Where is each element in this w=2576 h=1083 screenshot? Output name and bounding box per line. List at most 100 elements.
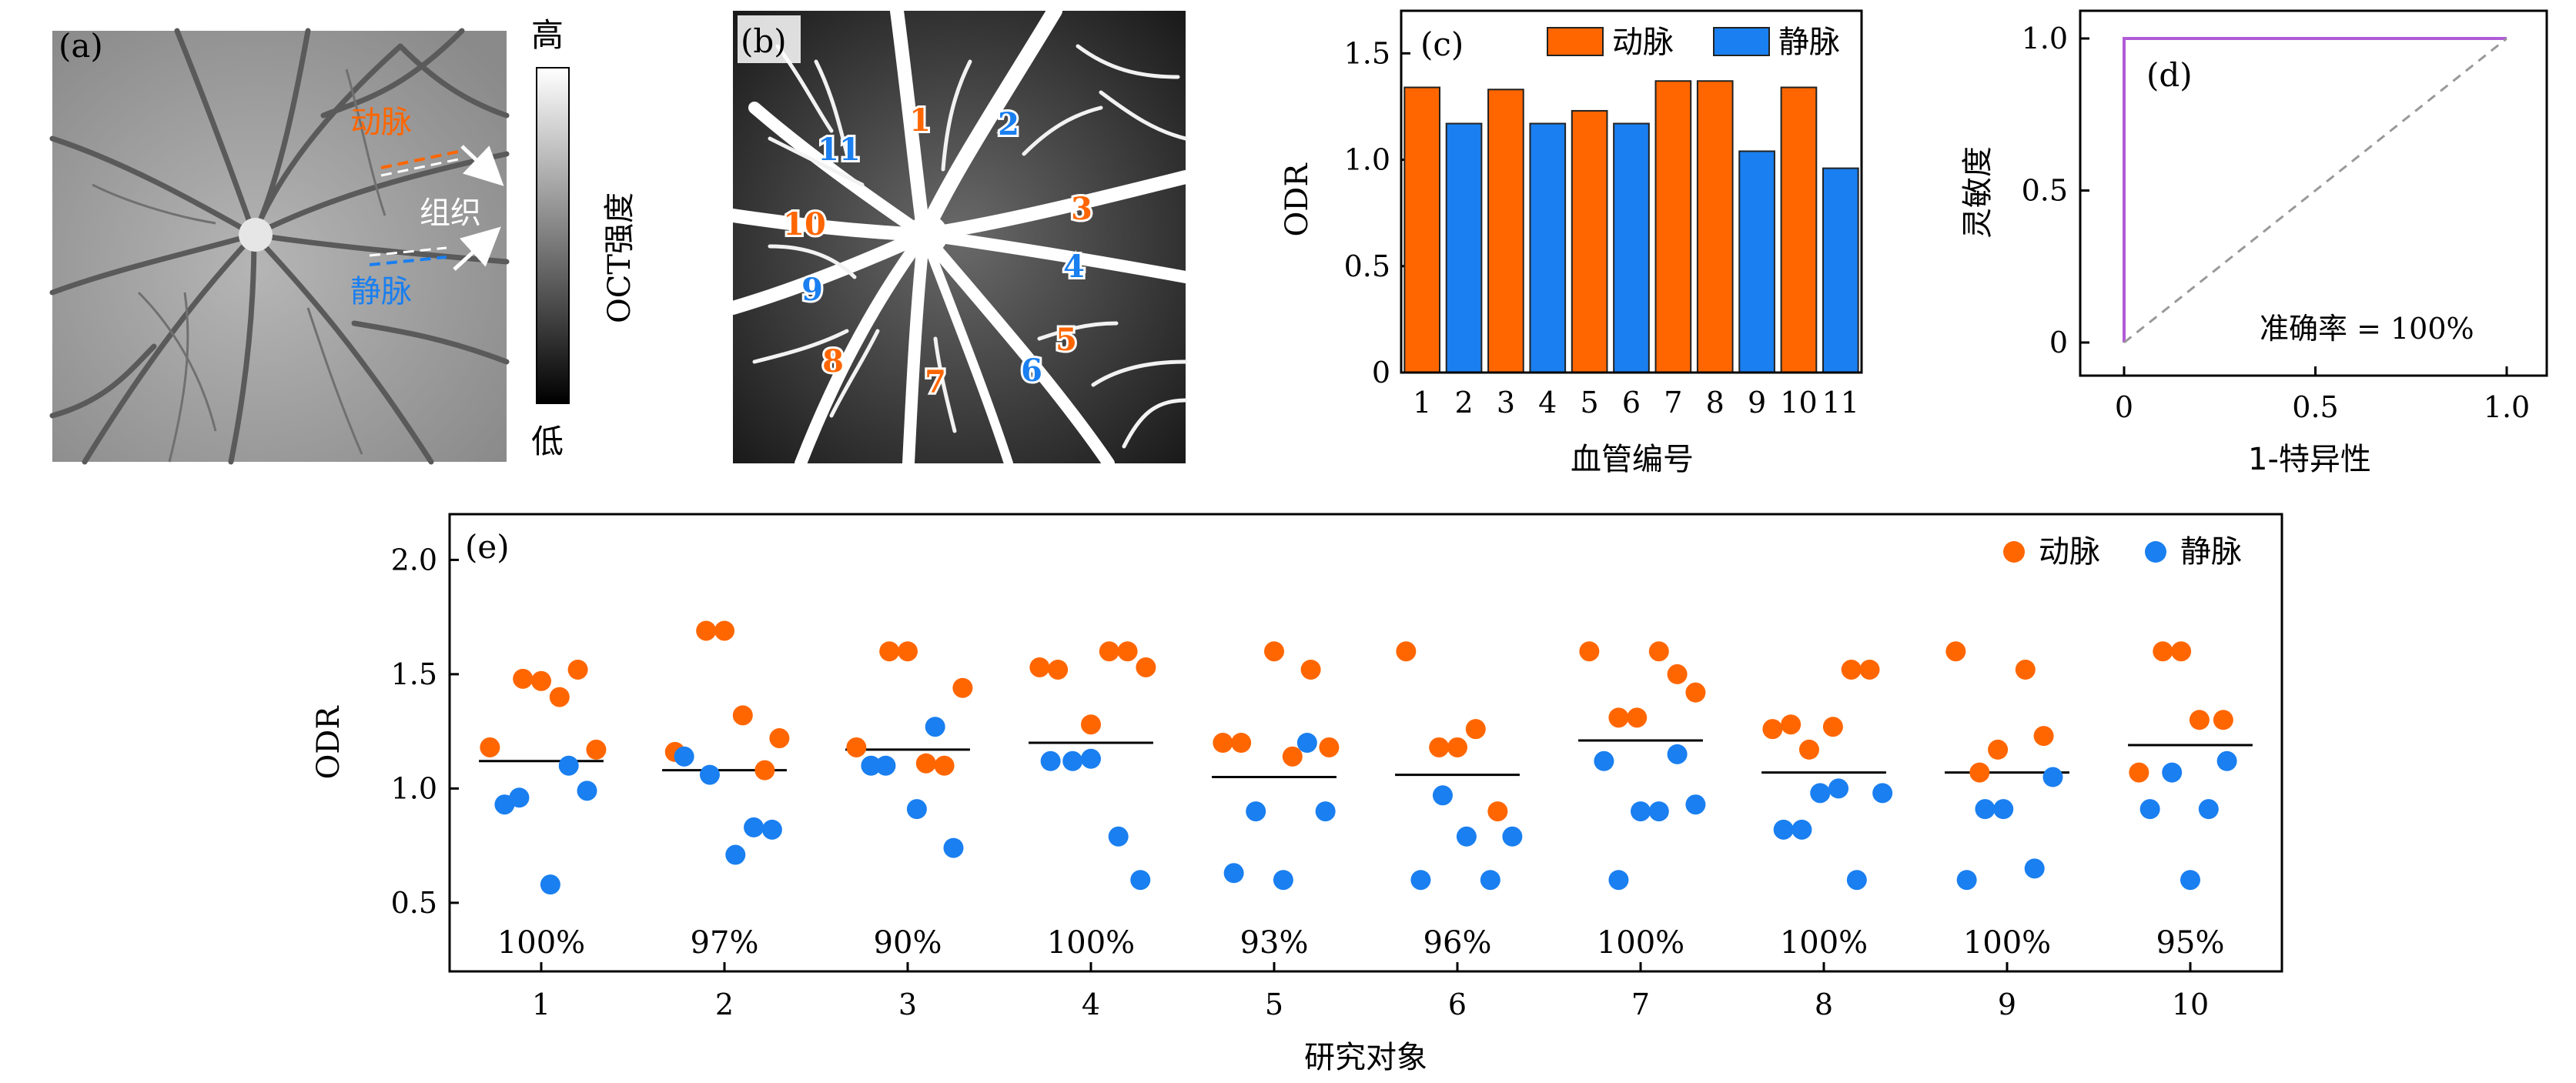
legend-vein-swatch (1713, 27, 1770, 56)
vein-point (2198, 799, 2219, 820)
vein-point (861, 755, 882, 776)
chance-line (2123, 37, 2507, 344)
vessel-label-5: 5 (1055, 322, 1077, 358)
accuracy-label-subject-3: 90% (874, 925, 942, 961)
vein-point (2180, 870, 2200, 891)
artery-point (1969, 762, 1990, 783)
panel-e-legend: 动脉 静脉 (2003, 534, 2242, 570)
artery-point (1029, 657, 1050, 677)
vein-point (1081, 748, 1101, 769)
accuracy-label-subject-1: 100% (497, 925, 585, 961)
artery-point (934, 755, 955, 776)
bar-vessel-5 (1571, 109, 1608, 374)
accuracy-label-subject-2: 97% (691, 925, 759, 961)
panel-c-ytick-label: 0 (1372, 356, 1390, 389)
vein-point (509, 787, 530, 808)
vein-arrow (453, 226, 501, 271)
artery-point (531, 670, 551, 691)
panel-c-ytick-label: 0.5 (1344, 249, 1390, 283)
artery-point (1465, 719, 1486, 740)
vein-point (558, 755, 579, 776)
artery-point (2153, 641, 2173, 662)
vein-point (1480, 870, 1500, 891)
artery-point (1136, 657, 1156, 677)
artery-point (879, 641, 900, 662)
artery-point (1213, 733, 1233, 753)
vein-point (1791, 819, 1812, 840)
vein-point (1631, 801, 1651, 822)
panel-c-xtick-label: 7 (1664, 386, 1682, 419)
artery-point (1447, 737, 1467, 757)
artery-point (1627, 707, 1648, 728)
colorbar-low-label: 低 (531, 423, 564, 460)
artery-point (952, 677, 973, 698)
panel-d-ytick-label: 0 (2049, 326, 2068, 359)
vein-point (1296, 733, 1317, 753)
vein-point (1246, 801, 1266, 822)
vein-point (1993, 799, 2014, 820)
panel-e-xtick-label: 8 (1815, 988, 1833, 1021)
vein-point (1608, 870, 1629, 891)
bar-vessel-10 (1780, 86, 1818, 373)
panel-d-xlabel: 1-特异性 (2248, 442, 2371, 477)
artery-point (696, 620, 717, 641)
panel-e-points (480, 620, 2237, 895)
artery-point (1988, 739, 2009, 760)
vein-point (943, 837, 964, 858)
panel-e-ytick-label: 0.5 (391, 886, 437, 920)
panel-c-xtick-label: 9 (1748, 386, 1766, 419)
vein-point (1502, 826, 1523, 847)
vein-point (1828, 778, 1849, 799)
artery-point (1081, 714, 1101, 735)
vein-point (577, 780, 597, 801)
panel-e-thresholds (479, 739, 2253, 779)
vein-point (725, 844, 746, 865)
panel-c-xlabel: 血管编号 (1571, 442, 1694, 477)
artery-point (1608, 707, 1629, 728)
panel-c: ODR 0 0.5 1.0 1.5 1 2 3 4 5 6 7 8 9 10 11 (c) 动脉 静脉 血管… (1280, 9, 1863, 477)
panel-e-xlabel: 研究对象 (1304, 1040, 1427, 1075)
vein-point (1648, 801, 1669, 822)
vessel-label-6: 6 (1021, 353, 1042, 389)
artery-point (1685, 682, 1706, 703)
fundus-small-vessels (92, 69, 386, 463)
bar-vessel-2 (1445, 122, 1483, 373)
panel-d-xtick-label: 1.0 (2484, 390, 2530, 424)
vein-point (1872, 783, 1893, 804)
panel-c-xtick-label: 2 (1454, 386, 1473, 419)
artery-point (1231, 733, 1252, 753)
vein-point (1062, 750, 1083, 771)
vein-point (925, 717, 945, 737)
panel-d: 灵敏度 0 0.5 1.0 0 0.5 1.0 (d) 准确率 = 100% 1-特异性 (1960, 9, 2548, 477)
panel-d-xtick-label: 0 (2115, 390, 2133, 424)
artery-point (1648, 641, 1669, 662)
bar-vessel-6 (1613, 122, 1650, 373)
panel-c-ytick-label: 1.0 (1344, 143, 1390, 177)
artery-point (1048, 659, 1069, 680)
panel-e-axes: 0.5 1.0 1.5 2.0 1 2 3 4 5 6 7 8 9 10 (391, 543, 2210, 1021)
panel-d-ytick-label: 1.0 (2022, 22, 2068, 55)
artery-point (1762, 719, 1783, 740)
vein-point (540, 874, 560, 895)
artery-point (915, 753, 936, 774)
panel-e-xtick-label: 5 (1265, 988, 1283, 1021)
panel-a-label: (a) (59, 27, 103, 65)
panel-d-accuracy: 准确率 = 100% (2260, 312, 2474, 346)
panel-c-xtick-label: 5 (1581, 386, 1599, 419)
vein-point (761, 819, 782, 840)
panel-d-ytick-label: 0.5 (2022, 174, 2068, 208)
accuracy-label-subject-9: 100% (1963, 925, 2051, 961)
vein-point (1810, 783, 1831, 804)
artery-arrow (460, 145, 504, 186)
panel-e-xtick-label: 2 (715, 988, 734, 1021)
artery-point (2213, 710, 2233, 730)
artery-point (1300, 659, 1321, 680)
panel-c-ylabel: ODR (1280, 162, 1315, 237)
vessel-label-8: 8 (822, 343, 844, 379)
accuracy-label-subject-5: 93% (1240, 925, 1309, 961)
accuracy-label-subject-8: 100% (1780, 925, 1868, 961)
vein-point (1432, 785, 1453, 806)
bar-vessel-8 (1696, 80, 1734, 373)
panel-c-xtick-label: 10 (1780, 386, 1817, 419)
octa-small-vessels (752, 44, 1188, 449)
